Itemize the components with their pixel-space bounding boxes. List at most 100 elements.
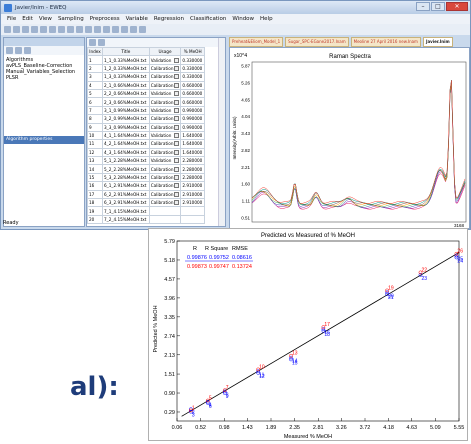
algorithm-list-item[interactable]: Manual_Variables_Selection (6, 69, 76, 75)
paste-icon[interactable] (49, 26, 56, 33)
usage-select[interactable]: Calibration (148, 122, 182, 132)
usage-select[interactable]: Calibration (148, 164, 182, 174)
table-row[interactable]: 10 4_1_1.64%MeOH.txt Validation 1.640000 (87, 130, 205, 141)
table-row[interactable]: 8 3_2_0.99%MeOH.txt Calibration 0.990000 (87, 114, 205, 124)
chevron-down-icon[interactable] (174, 166, 180, 172)
table-icon[interactable] (85, 26, 92, 33)
save-icon[interactable] (22, 26, 29, 33)
chart-icon[interactable] (76, 26, 83, 33)
menu-preprocess[interactable]: Preprocess (89, 16, 120, 22)
help-icon[interactable] (139, 26, 146, 33)
table-row[interactable]: 9 3_3_0.99%MeOH.txt Calibration 0.990000 (87, 122, 205, 132)
close-button[interactable]: ✕ (446, 2, 468, 11)
menu-sampling[interactable]: Sampling (57, 16, 84, 22)
table-row[interactable]: 7 3_1_0.99%MeOH.txt Validation 0.990000 (87, 105, 205, 116)
table-row[interactable]: 3 1_3_0.33%MeOH.txt Calibration 0.330000 (87, 72, 205, 82)
cut-icon[interactable] (31, 26, 38, 33)
menu-window[interactable]: Window (232, 16, 255, 22)
table-row[interactable]: 18 6_3_2.91%MeOH.txt Calibration 2.910000 (87, 198, 205, 208)
usage-select[interactable]: Calibration (148, 181, 182, 191)
grid-icon[interactable] (98, 39, 105, 46)
minimize-button[interactable]: – (416, 2, 430, 11)
algorithm-list-item[interactable]: PLSR (6, 75, 19, 81)
chevron-down-icon[interactable] (174, 133, 180, 139)
usage-select[interactable]: Calibration (148, 63, 182, 74)
back-icon[interactable] (6, 47, 13, 54)
algorithm-list-item[interactable]: Algorithms (6, 57, 34, 63)
usage-select[interactable]: Calibration (148, 139, 182, 149)
table-row[interactable]: 4 2_1_0.66%MeOH.txt Calibration 0.660000 (87, 80, 205, 90)
table-row[interactable]: 6 2_3_0.66%MeOH.txt Calibration 0.660000 (87, 97, 205, 107)
usage-select[interactable]: Calibration (148, 97, 182, 107)
chevron-down-icon[interactable] (174, 107, 180, 113)
maximize-button[interactable]: □ (431, 2, 445, 11)
usage-select[interactable] (148, 206, 182, 216)
menu-regression[interactable]: Regression (153, 16, 184, 22)
table-row[interactable]: 11 4_2_1.64%MeOH.txt Calibration 1.640000 (87, 139, 205, 149)
usage-select[interactable]: Calibration (148, 114, 182, 124)
usage-select[interactable]: Calibration (148, 198, 182, 208)
new-file-icon[interactable] (4, 26, 11, 33)
tab-javier[interactable]: Javier.Inim (422, 37, 453, 47)
menu-variable[interactable]: Variable (125, 16, 148, 22)
chevron-down-icon[interactable] (174, 57, 180, 63)
chevron-down-icon[interactable] (174, 74, 180, 80)
chevron-down-icon[interactable] (174, 99, 180, 105)
table-header-cell[interactable]: Usage (148, 46, 182, 57)
tab-sugar[interactable]: Sugar_SPC-EGane2017.Inam (285, 37, 349, 47)
table-row[interactable]: 17 6_2_2.91%MeOH.txt Calibration 2.910000 (87, 189, 205, 200)
table-row[interactable]: 14 5_2_2.28%MeOH.txt Calibration 2.280000 (87, 164, 205, 174)
chevron-down-icon[interactable] (174, 183, 180, 189)
usage-select[interactable]: Calibration (148, 147, 182, 158)
usage-select[interactable]: Calibration (148, 80, 182, 90)
table-scrollbar[interactable] (218, 38, 225, 226)
usage-select[interactable]: Calibration (148, 72, 182, 82)
table-row[interactable]: 20 7_2_4.15%MeOH.txt (87, 214, 205, 225)
run-icon[interactable] (103, 26, 110, 33)
chevron-down-icon[interactable] (174, 65, 180, 71)
algorithm-list-item[interactable]: avPLS_Baseline-Correction (6, 63, 73, 69)
usage-select[interactable]: Validation (148, 156, 182, 166)
usage-select[interactable]: Calibration (148, 172, 182, 183)
usage-select[interactable]: Validation (148, 55, 182, 65)
table-row[interactable]: 19 7_1_4.15%MeOH.txt (87, 206, 205, 216)
copy-icon[interactable] (40, 26, 47, 33)
chevron-down-icon[interactable] (174, 158, 180, 164)
table-row[interactable]: 16 6_1_2.91%MeOH.txt Calibration 2.910000 (87, 181, 205, 191)
table-row[interactable]: 15 5_3_2.28%MeOH.txt Calibration 2.280000 (87, 172, 205, 183)
forward-icon[interactable] (15, 47, 22, 54)
table-header-cell[interactable]: Index (87, 46, 103, 57)
menu-view[interactable]: View (38, 16, 52, 22)
menu-help[interactable]: Help (260, 16, 273, 22)
zoom-icon[interactable] (130, 26, 137, 33)
table-header-cell[interactable]: Title (101, 46, 150, 57)
filter-icon[interactable] (121, 26, 128, 33)
refresh-icon[interactable] (24, 47, 31, 54)
chevron-down-icon[interactable] (174, 91, 180, 97)
usage-select[interactable]: Validation (148, 105, 182, 116)
undo-icon[interactable] (58, 26, 65, 33)
export-icon[interactable] (112, 26, 119, 33)
table-row[interactable]: 13 5_1_2.28%MeOH.txt Validation 2.280000 (87, 156, 205, 166)
usage-select[interactable]: Calibration (148, 189, 182, 200)
usage-select[interactable]: Validation (148, 130, 182, 141)
table-row[interactable]: 1 1_1_0.33%MeOH.txt Validation 0.330000 (87, 55, 205, 65)
tab-meoline[interactable]: Meoline 27 April 2016 new.Inam (350, 37, 421, 47)
menu-classification[interactable]: Classification (189, 16, 227, 22)
table-row[interactable]: 2 1_2_0.33%MeOH.txt Calibration 0.330000 (87, 63, 205, 74)
table-row[interactable]: 5 2_2_0.66%MeOH.txt Validation 0.660000 (87, 88, 205, 99)
open-folder-icon[interactable] (13, 26, 20, 33)
menu-file[interactable]: File (7, 16, 17, 22)
settings-icon[interactable] (94, 26, 101, 33)
add-icon[interactable] (89, 39, 96, 46)
tab-model[interactable]: Preheat&Eliom_Model_1 (229, 37, 284, 47)
chevron-down-icon[interactable] (174, 200, 180, 206)
table-header-cell[interactable]: % MeOH (180, 46, 205, 57)
usage-select[interactable] (148, 214, 182, 225)
chevron-down-icon[interactable] (174, 141, 180, 147)
chevron-down-icon[interactable] (174, 116, 180, 122)
chevron-down-icon[interactable] (174, 124, 180, 130)
redo-icon[interactable] (67, 26, 74, 33)
table-row[interactable]: 12 4_3_1.64%MeOH.txt Calibration 1.640000 (87, 147, 205, 158)
chevron-down-icon[interactable] (174, 191, 180, 197)
